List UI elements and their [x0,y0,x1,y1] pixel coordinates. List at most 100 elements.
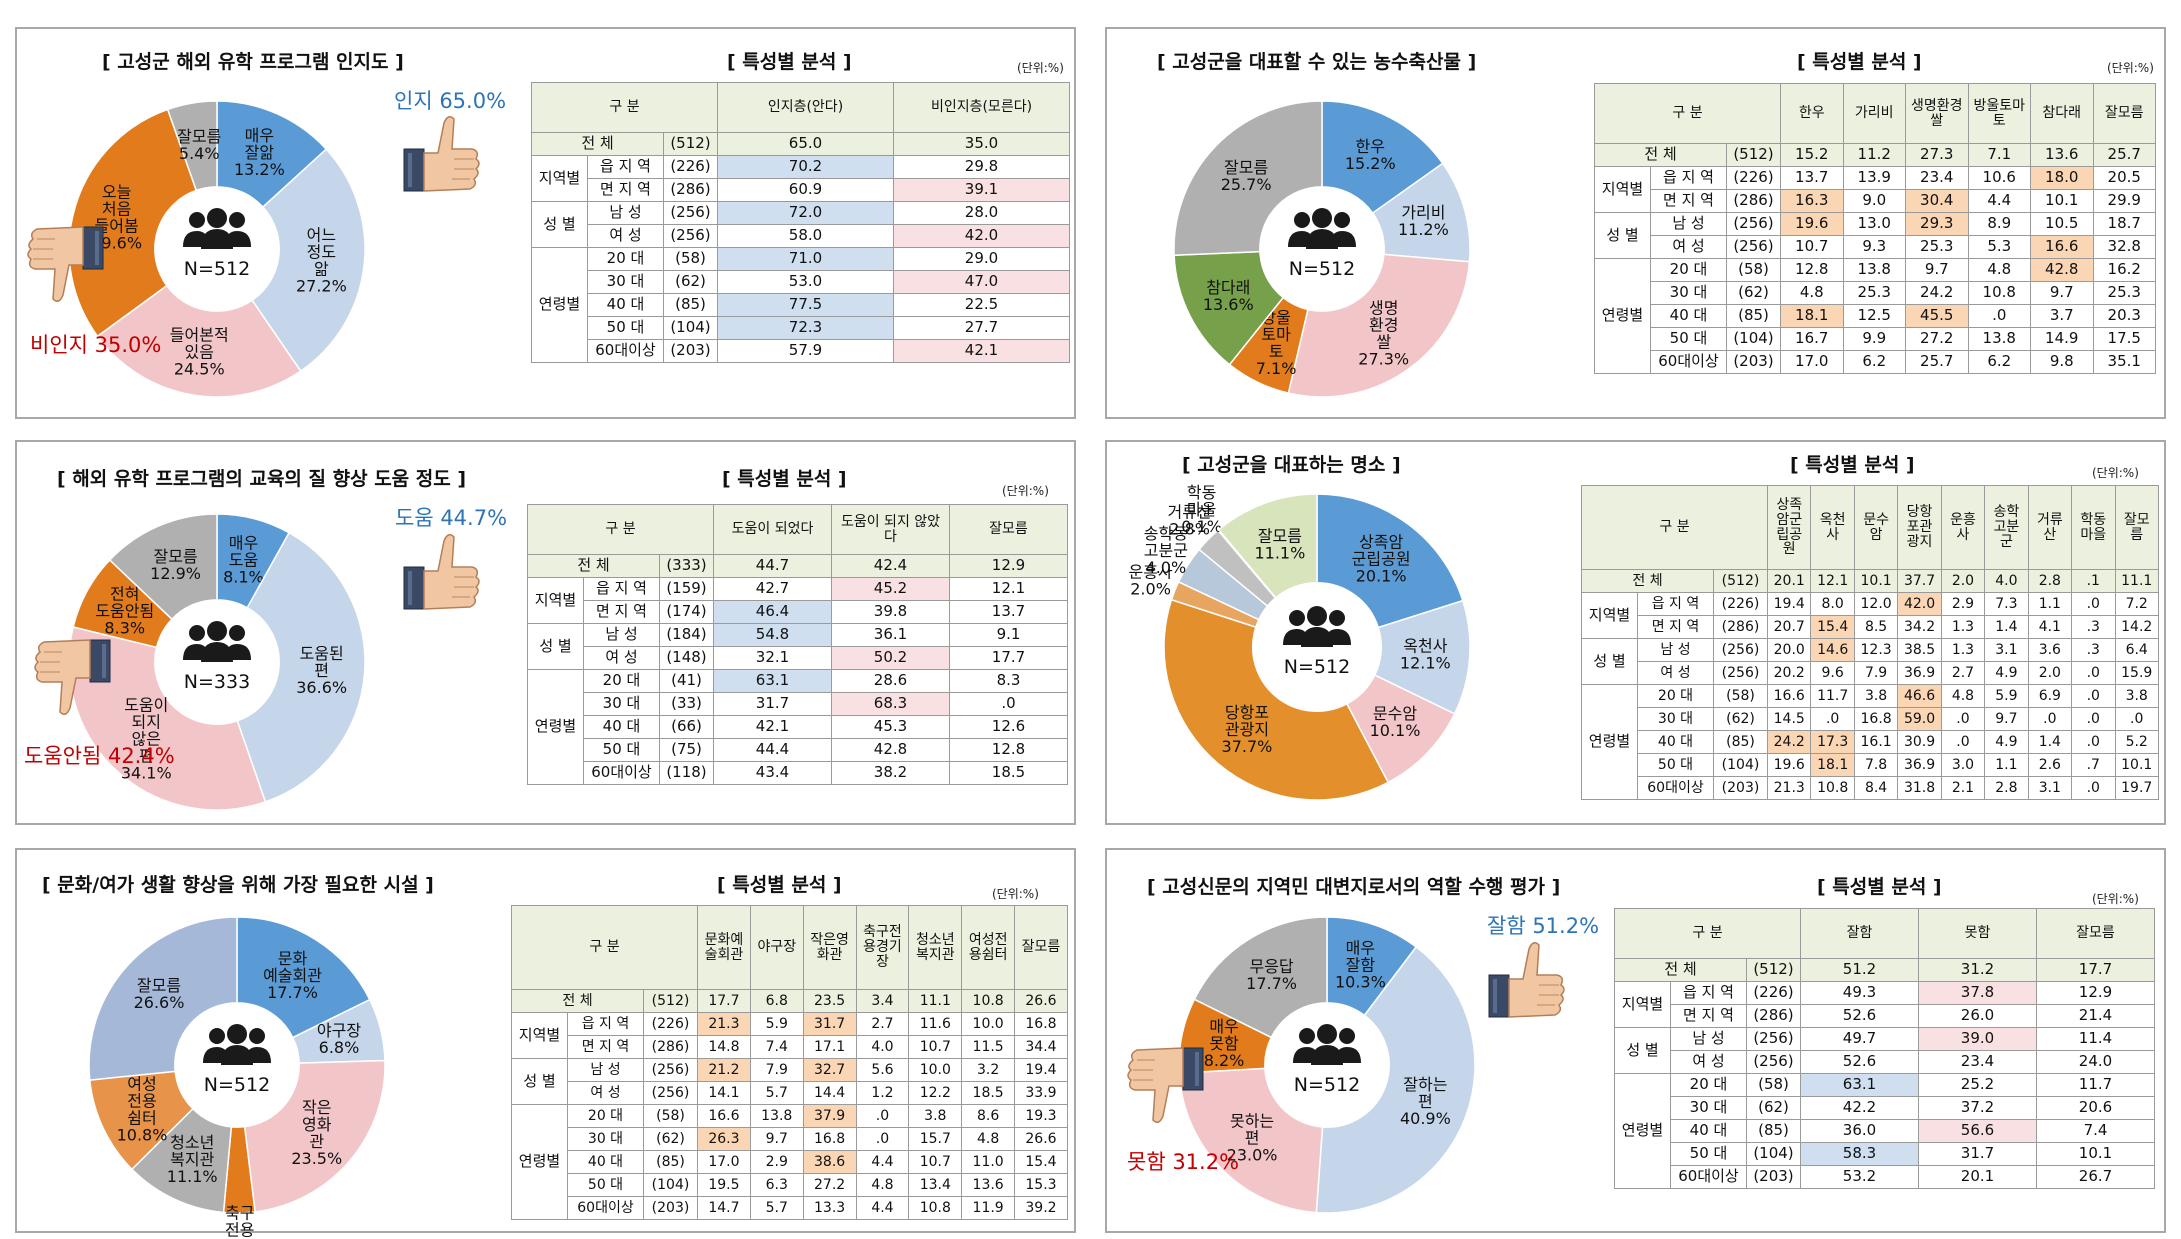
sample-count: (286) [663,178,718,202]
table-cell: 17.7 [2036,958,2155,982]
table-cell: 1.1 [2027,592,2073,616]
table-cell: 19.6 [1780,212,1844,236]
table-cell: 9.6 [1810,661,1855,685]
table-cell: 29.3 [1905,212,1969,236]
row-label: 30 대 [1670,1096,1747,1120]
table-cell: 12.1 [1810,569,1855,593]
table-cell: 17.0 [1780,350,1844,374]
table-row: 연령별 20 대 (58) 12.8 13.8 9.7 4.8 42.8 16.2 [1594,258,2156,374]
table-cell: 10.1 [1853,569,1899,593]
sample-count: (226) [1713,592,1768,616]
table-row: 60대이상 (118) 43.4 38.2 18.5 [528,761,1068,785]
table-header: 못함 [1918,908,2037,959]
pie-slice [1217,493,1318,599]
table-cell: 12.6 [949,715,1068,739]
table-row: 30 대 (62) 4.8 25.3 24.2 10.8 9.7 25.3 [1595,281,2156,305]
thumbs-down-icon [34,639,111,715]
table-cell: 13.6 [2030,143,2094,167]
row-label: 여 성 [567,1081,644,1105]
table-cell: .0 [1940,707,1986,731]
table-row: 면 지 역 (286) 60.9 39.1 [532,178,1070,202]
table-cell: 46.4 [713,600,832,624]
table-cell: 14.4 [802,1081,857,1105]
table-cell: 37.8 [1918,981,2037,1005]
slice-label: 참다래 13.6% [1203,278,1254,314]
table-header: 인지층(안다) [717,82,894,133]
table-row: 지역별 읍 지 역 (226) 49.3 37.8 12.9 [1614,981,2155,1028]
pie-slice [88,916,238,1081]
row-label: 50 대 [1637,753,1714,777]
table-cell: .0 [2071,684,2116,708]
table-cell: .0 [2071,730,2116,754]
table-cell: 44.7 [713,554,832,578]
table-row: 40 대 (85) 36.0 56.6 7.4 [1615,1119,2155,1143]
table-cell: 16.1 [1853,730,1899,754]
slice-label: 당항포 관광지 37.7% [1222,703,1273,756]
table-cell: 31.2 [1918,958,2037,982]
table-header: 비인지층(모른다) [893,82,1070,133]
table-cell: 9.7 [1984,707,2029,731]
negative-summary: 못함 31.2% [1127,1150,1240,1174]
table-header: 상족암군립공원 [1766,485,1812,570]
table-cell: 46.6 [1897,684,1942,708]
pie-slice [236,531,366,803]
table-cell: 12.5 [1842,304,1906,328]
table-header: 작은영화관 [802,905,857,990]
row-label: 여 성 [1670,1050,1747,1074]
table-cell: 11.1 [908,989,963,1013]
slice-label: 도움이 되지 않은 편 34.1% [121,696,172,783]
table-cell: 10.6 [1967,166,2031,190]
table-cell: 20.2 [1766,661,1812,685]
table-row: 60대이상 (203) 53.2 20.1 26.7 [1615,1165,2155,1189]
table-row: 연령별 20 대 (58) 71.0 29.0 [531,247,1070,363]
table-cell: 12.3 [1853,638,1899,662]
pie-slice [251,148,366,373]
table-row: 전 체 (512) 51.2 31.2 17.7 [1614,958,2155,982]
sample-size-label: N=512 [1284,656,1350,678]
people-icon [1283,606,1351,647]
table-cell: 6.9 [2027,684,2073,708]
table-cell: 9.0 [1842,189,1906,213]
row-label: 읍 지 역 [587,155,664,179]
table-cell: 7.2 [2114,592,2159,616]
table-cell: 37.7 [1897,569,1942,593]
table-cell: 3.8 [908,1104,963,1128]
sample-count: (512) [1726,143,1781,167]
sample-count: (58) [1713,684,1768,708]
sample-count: (256) [1726,235,1781,259]
table-cell: 63.1 [1800,1073,1919,1097]
table-cell: 4.4 [855,1196,910,1220]
table-cell: .0 [2071,707,2116,731]
table-cell: 28.6 [831,669,950,693]
table-cell: 22.5 [893,293,1070,317]
row-group: 연령별 [527,669,584,785]
people-icon [1293,1024,1361,1065]
unit-label: (단위:%) [2092,892,2139,906]
table-cell: 13.8 [1967,327,2031,351]
panel-newspaper: [ 고성신문의 지역민 대변지로서의 역할 수행 평가 ] [ 특성별 분석 ]… [1105,848,2166,1233]
table-cell: 21.3 [697,1012,751,1036]
slice-label: 잘하는 편 40.9% [1400,1075,1451,1128]
sample-count: (58) [663,247,718,271]
row-group: 성 별 [531,201,588,248]
table-cell: 17.7 [697,989,751,1013]
table-cell: 42.1 [893,339,1070,363]
table-cell: 12.1 [949,577,1068,601]
row-group: 성 별 [1594,212,1651,259]
donut-chart: 매우 잘앎 13.2%어느 정도 앎 27.2% 들어본적 있음 24.5% 오늘 처음 들어봄 29.… [68,100,366,398]
table-cell: 23.4 [1905,166,1969,190]
row-label: 20 대 [1637,684,1714,708]
table-row: 40 대 (85) 18.1 12.5 45.5.0 3.7 20.3 [1595,304,2156,328]
table-row: 면 지 역 (174) 46.4 39.8 13.7 [528,600,1068,624]
table-cell: 3.8 [1853,684,1899,708]
table-cell: 10.8 [908,1196,963,1220]
table-cell: 29.8 [893,155,1070,179]
table-cell: 53.2 [1800,1165,1919,1189]
table-cell: 13.8 [1842,258,1906,282]
table-cell: 42.1 [713,715,832,739]
table-cell: 19.7 [2114,776,2159,800]
table-cell: 3.2 [961,1058,1016,1082]
negative-summary: 도움안됨 42.4% [24,744,175,768]
row-group: 성 별 [511,1058,568,1105]
table-cell: 68.3 [831,692,950,716]
